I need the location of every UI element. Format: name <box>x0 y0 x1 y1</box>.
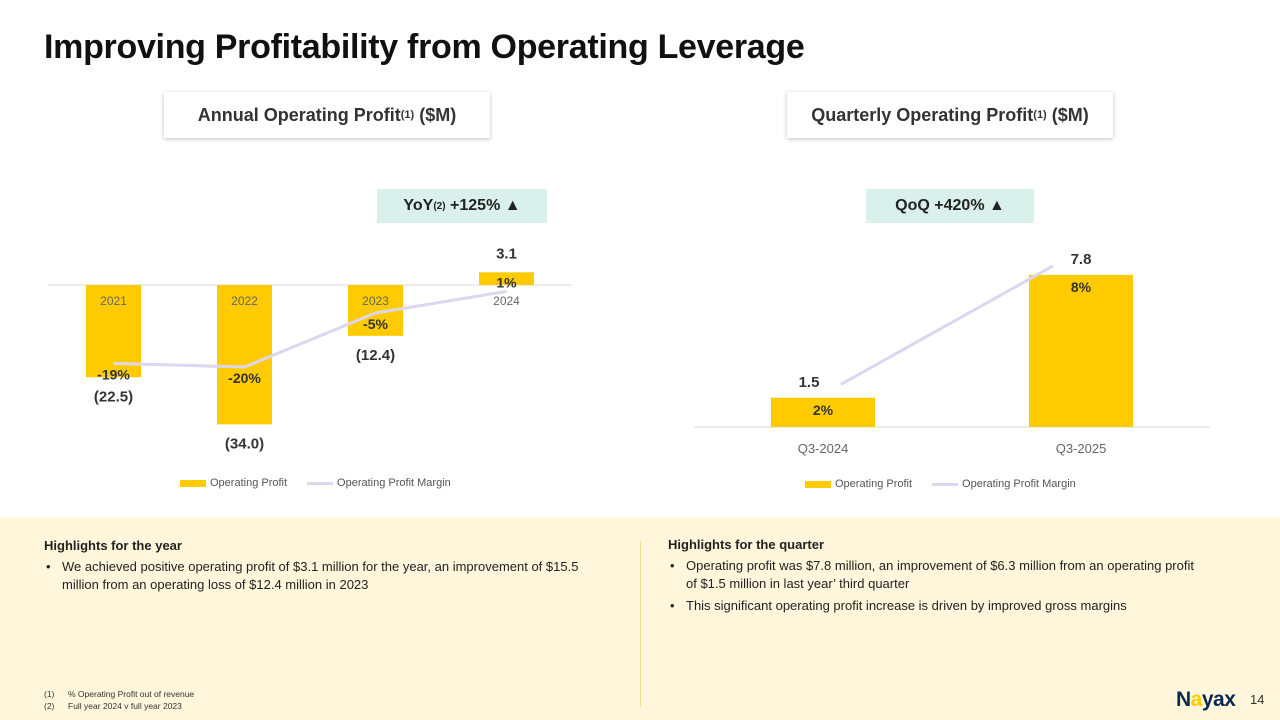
qoq-chip: QoQ +420% ▲ <box>866 189 1034 223</box>
charts-canvas: 2021 (22.5) 2022 (34.0) 2023 (12.4) 2024 3.1 -19… <box>48 245 1210 456</box>
annual-header-sup: (1) <box>400 109 415 121</box>
annual-margin-label-2023: -5% <box>363 316 388 332</box>
bar-swatch-icon <box>805 480 831 488</box>
footnotes: (1) % Operating Profit out of revenue (2)… <box>44 688 194 712</box>
quarterly-value-label-Q3-2024: 1.5 <box>799 374 820 391</box>
quarterly-value-label-Q3-2025: 7.8 <box>1071 251 1092 268</box>
quarterly-header-unit: ($M) <box>1051 104 1089 125</box>
highlights-year-title: Highlights for the year <box>44 538 182 553</box>
annual-header-text: Annual Operating Profit <box>197 104 401 125</box>
footnote-1-text: % Operating Profit out of revenue <box>68 689 195 699</box>
quarterly-legend: Operating Profit Operating Profit Margin <box>805 478 1076 490</box>
highlights-year-list: We achieved positive operating profit of… <box>44 558 584 598</box>
quarterly-margin-label-Q3-2024: 2% <box>813 402 834 418</box>
annual-margin-label-2022: -20% <box>228 370 261 386</box>
list-item: We achieved positive operating profit of… <box>44 558 584 594</box>
quarterly-tick-Q3-2025: Q3-2025 <box>1056 441 1107 456</box>
bar-swatch-icon <box>180 479 206 487</box>
nayax-logo: Nayax <box>1176 688 1236 712</box>
quarterly-legend-bar: Operating Profit <box>805 478 912 490</box>
highlights-quarter-list: Operating profit was $7.8 million, an im… <box>668 557 1208 619</box>
quarterly-margin-line <box>840 264 1054 386</box>
qoq-value: QoQ +420% ▲ <box>895 197 1005 214</box>
annual-legend-bar: Operating Profit <box>180 477 287 489</box>
quarterly-bar-Q3-2024 <box>771 397 875 427</box>
highlights-divider <box>640 541 641 707</box>
quarterly-margin-label-Q3-2025: 8% <box>1071 279 1092 295</box>
footnote-2-text: Full year 2024 v full year 2023 <box>68 701 182 711</box>
logo-part-dot: a <box>1190 688 1203 711</box>
line-swatch-icon <box>932 482 959 486</box>
annual-legend: Operating Profit Operating Profit Margin <box>180 477 451 489</box>
quarterly-header-text: Quarterly Operating Profit <box>811 104 1034 125</box>
annual-tick-2023: 2023 <box>362 294 389 308</box>
annual-bar-2021 <box>86 285 141 378</box>
annual-tick-2021: 2021 <box>100 294 127 308</box>
annual-margin-line <box>113 289 507 369</box>
annual-margin-label-2021: -19% <box>97 366 130 382</box>
annual-chart-header: Annual Operating Profit (1) ($M) <box>164 92 490 138</box>
footnote-2-num: (2) <box>44 701 55 711</box>
quarterly-bar-Q3-2025 <box>1029 274 1133 427</box>
annual-tick-2024: 2024 <box>493 294 520 308</box>
annual-value-label-2024: 3.1 <box>496 245 517 262</box>
list-item: Operating profit was $7.8 million, an im… <box>668 557 1208 593</box>
logo-part-b: yax <box>1201 688 1236 711</box>
annual-bar-2024 <box>479 272 534 285</box>
annual-value-label-2023: (12.4) <box>356 347 395 364</box>
footnote-1: (1) % Operating Profit out of revenue <box>44 688 194 700</box>
yoy-prefix: YoY <box>403 197 434 214</box>
annual-tick-2022: 2022 <box>231 294 258 308</box>
annual-bar-2022 <box>217 285 272 425</box>
annual-header-unit: ($M) <box>419 104 457 125</box>
quarterly-tick-Q3-2024: Q3-2024 <box>798 441 849 456</box>
footnote-2: (2) Full year 2024 v full year 2023 <box>44 700 194 712</box>
page-number: 14 <box>1250 692 1265 707</box>
highlights-quarter-title: Highlights for the quarter <box>668 537 824 552</box>
footnote-1-num: (1) <box>44 689 55 699</box>
annual-legend-line: Operating Profit Margin <box>307 477 451 489</box>
quarterly-legend-line: Operating Profit Margin <box>932 478 1076 490</box>
quarterly-chart-header: Quarterly Operating Profit (1) ($M) <box>787 92 1113 138</box>
annual-legend-bar-label: Operating Profit <box>210 477 288 489</box>
quarterly-header-sup: (1) <box>1033 109 1047 121</box>
line-swatch-icon <box>307 481 334 485</box>
yoy-chip: YoY (2) +125% ▲ <box>377 189 547 223</box>
list-item: This significant operating profit increa… <box>668 597 1208 615</box>
quarterly-legend-line-label: Operating Profit Margin <box>962 478 1076 490</box>
annual-margin-label-2024: 1% <box>496 274 517 290</box>
annual-legend-line-label: Operating Profit Margin <box>337 477 451 489</box>
yoy-sup: (2) <box>433 200 446 212</box>
logo-part-a: N <box>1176 688 1191 711</box>
yoy-value: +125% ▲ <box>450 197 521 214</box>
annual-value-label-2021: (22.5) <box>94 388 133 405</box>
page-title: Improving Profitability from Operating L… <box>44 28 805 66</box>
annual-value-label-2022: (34.0) <box>225 435 264 452</box>
quarterly-legend-bar-label: Operating Profit <box>835 478 913 490</box>
